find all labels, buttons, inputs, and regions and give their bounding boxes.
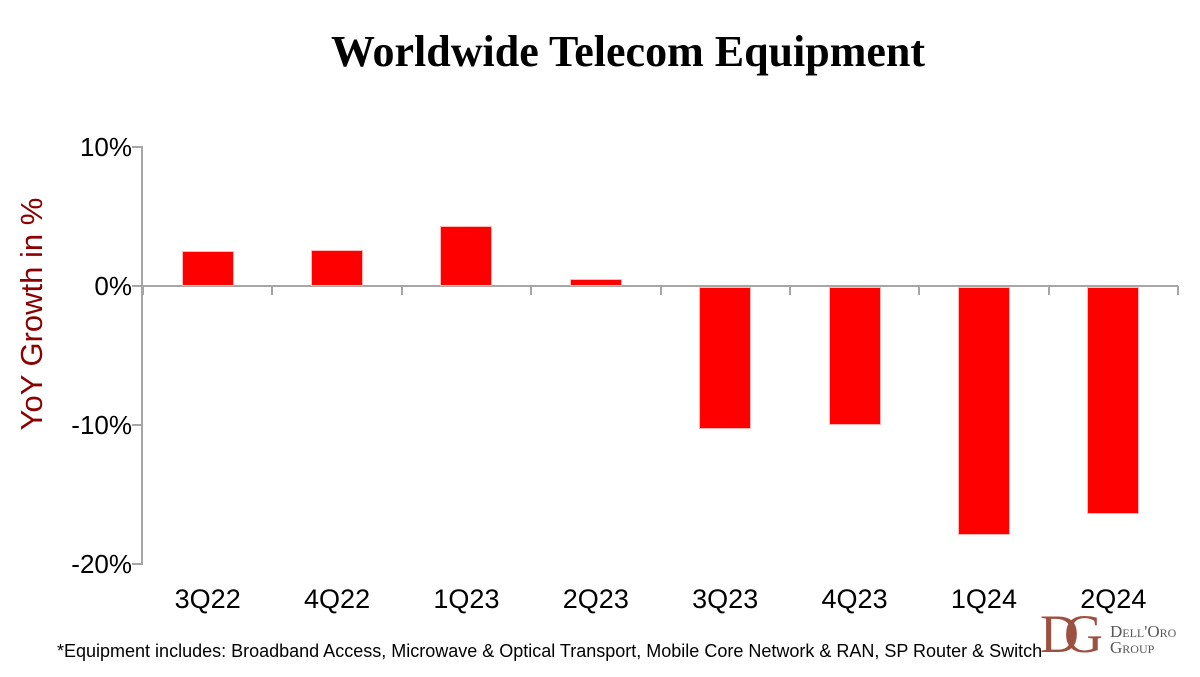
logo-name-line2: Group [1110, 638, 1155, 657]
delloro-monogram: DG [1040, 604, 1103, 664]
bar-1Q23 [440, 226, 493, 286]
x-label-3Q22: 3Q22 [174, 584, 241, 614]
footnote: *Equipment includes: Broadband Access, M… [57, 641, 1043, 661]
bar-2Q24 [1087, 287, 1140, 514]
y-tick [132, 563, 141, 565]
y-tick [132, 285, 141, 287]
logo-name-line1: Dell'Oro [1110, 622, 1177, 641]
x-tick [918, 286, 921, 295]
delloro-logo: DG Dell'Oro Group [1040, 604, 1190, 669]
y-tick-label: -20% [71, 549, 132, 579]
bar-3Q22 [181, 251, 234, 286]
x-tick [659, 286, 662, 295]
bar-4Q22 [311, 249, 364, 286]
x-label-4Q22: 4Q22 [304, 584, 371, 614]
bar-3Q23 [699, 287, 752, 430]
y-tick-label: 10% [79, 132, 132, 162]
x-tick [788, 286, 791, 295]
chart-title: Worldwide Telecom Equipment [330, 27, 926, 76]
x-tick [271, 286, 274, 295]
x-tick [530, 286, 533, 295]
y-tick [132, 424, 141, 426]
x-tick [1177, 286, 1179, 295]
delloro-logo-text: Dell'Oro Group [1110, 622, 1177, 657]
y-tick-label: 0% [94, 271, 132, 301]
x-label-2Q23: 2Q23 [562, 584, 629, 614]
bar-2Q23 [569, 279, 622, 286]
x-label-2Q24: 2Q24 [1080, 584, 1147, 614]
x-tick [142, 286, 144, 295]
bar-4Q23 [828, 287, 881, 425]
x-tick [1047, 286, 1050, 295]
x-label-1Q23: 1Q23 [433, 584, 500, 614]
y-tick [132, 146, 141, 148]
y-axis-line [141, 146, 143, 565]
x-label-1Q24: 1Q24 [950, 584, 1017, 614]
x-label-4Q23: 4Q23 [821, 584, 888, 614]
x-label-3Q23: 3Q23 [692, 584, 759, 614]
bar-1Q24 [957, 287, 1010, 535]
y-tick-label: -10% [71, 410, 132, 440]
x-tick [400, 286, 403, 295]
